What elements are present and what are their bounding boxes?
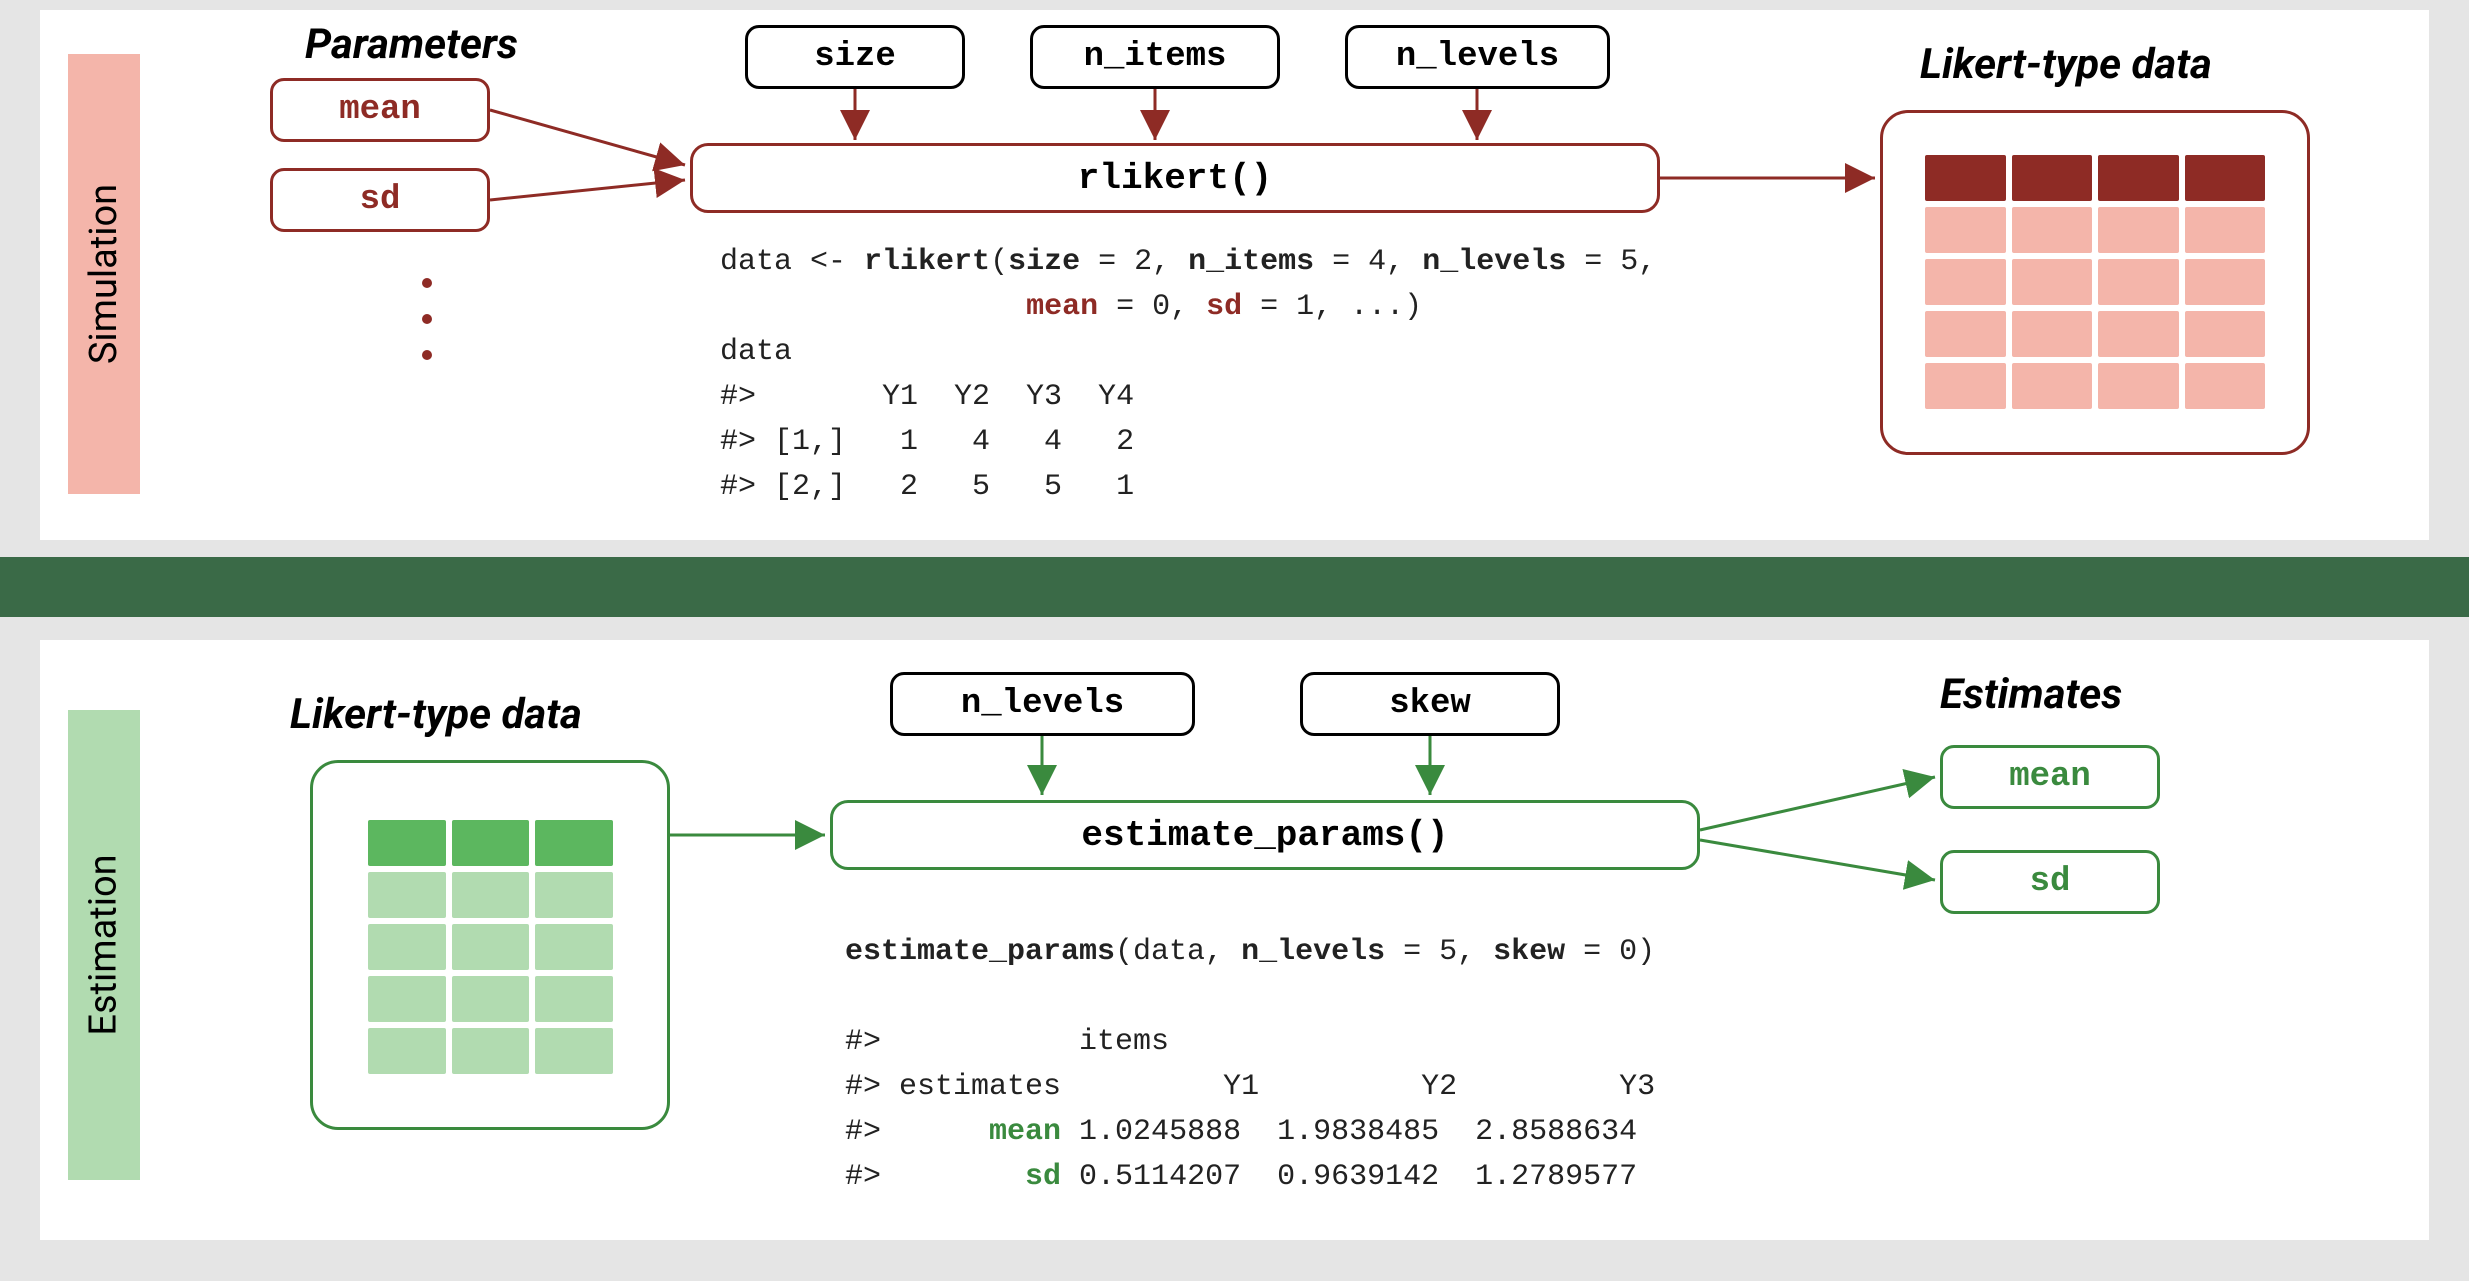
grid-cell <box>1925 311 2006 357</box>
grid-header-cell <box>452 820 530 866</box>
simulation-code: data <- rlikert(size = 2, n_items = 4, n… <box>720 240 1656 510</box>
grid-cell <box>2185 207 2266 253</box>
ellipsis-dot <box>422 278 432 288</box>
grid-cell <box>2012 363 2093 409</box>
grid-cell <box>535 924 613 970</box>
simulation-tab-label: Simulation <box>82 184 126 364</box>
parameters-heading: Parameters <box>305 20 518 69</box>
estimate-sd-label: sd <box>2030 863 2071 901</box>
grid-cell <box>368 1028 446 1074</box>
section-divider <box>0 557 2469 617</box>
grid-cell <box>2185 311 2266 357</box>
grid-cell <box>1925 207 2006 253</box>
grid-header-cell <box>2012 155 2093 201</box>
grid-cell <box>2098 363 2179 409</box>
input-nitems-pill: n_items <box>1030 25 1280 89</box>
grid-cell <box>1925 259 2006 305</box>
estimate-func-label: estimate_params() <box>1081 815 1448 856</box>
input-size-pill: size <box>745 25 965 89</box>
grid-cell <box>535 976 613 1022</box>
input-skew-label: skew <box>1389 685 1471 723</box>
grid-cell <box>2012 207 2093 253</box>
rlikert-func-box: rlikert() <box>690 143 1660 213</box>
ellipsis-dot <box>422 314 432 324</box>
input-nitems-label: n_items <box>1084 38 1227 76</box>
diagram-canvas: Simulation Estimation Parameters mean sd… <box>0 0 2469 1281</box>
param-sd-pill: sd <box>270 168 490 232</box>
grid-cell <box>2098 259 2179 305</box>
grid-cell <box>452 924 530 970</box>
likert-input-heading: Likert-type data <box>290 690 582 739</box>
estimate-sd-pill: sd <box>1940 850 2160 914</box>
input-size-label: size <box>814 38 896 76</box>
rlikert-func-label: rlikert() <box>1078 158 1272 199</box>
grid-header-cell <box>2185 155 2266 201</box>
grid-cell <box>2012 311 2093 357</box>
grid-header-cell <box>2098 155 2179 201</box>
grid-cell <box>1925 363 2006 409</box>
grid-cell <box>452 1028 530 1074</box>
grid-cell <box>2012 259 2093 305</box>
grid-cell <box>452 976 530 1022</box>
grid-cell <box>368 976 446 1022</box>
likert-output-grid <box>1925 155 2265 409</box>
likert-output-heading: Likert-type data <box>1920 40 2212 89</box>
ellipsis-dot <box>422 350 432 360</box>
estimate-mean-label: mean <box>2009 758 2091 796</box>
simulation-tab: Simulation <box>68 54 140 494</box>
grid-header-cell <box>368 820 446 866</box>
param-mean-label: mean <box>339 91 421 129</box>
input-skew-pill: skew <box>1300 672 1560 736</box>
estimation-tab-label: Estimation <box>82 854 126 1035</box>
estimation-code: estimate_params(data, n_levels = 5, skew… <box>845 930 1655 1200</box>
estimation-tab: Estimation <box>68 710 140 1180</box>
param-mean-pill: mean <box>270 78 490 142</box>
grid-cell <box>368 924 446 970</box>
grid-cell <box>2185 363 2266 409</box>
input-nlevels2-label: n_levels <box>961 685 1124 723</box>
grid-header-cell <box>535 820 613 866</box>
grid-cell <box>368 872 446 918</box>
grid-cell <box>452 872 530 918</box>
grid-cell <box>2098 207 2179 253</box>
grid-cell <box>2185 259 2266 305</box>
grid-cell <box>535 872 613 918</box>
input-nlevels-label: n_levels <box>1396 38 1559 76</box>
estimate-mean-pill: mean <box>1940 745 2160 809</box>
param-sd-label: sd <box>360 181 401 219</box>
input-nlevels2-pill: n_levels <box>890 672 1195 736</box>
estimate-func-box: estimate_params() <box>830 800 1700 870</box>
estimates-heading: Estimates <box>1940 670 2122 719</box>
input-nlevels-pill: n_levels <box>1345 25 1610 89</box>
grid-cell <box>535 1028 613 1074</box>
grid-header-cell <box>1925 155 2006 201</box>
likert-input-grid <box>368 820 613 1074</box>
grid-cell <box>2098 311 2179 357</box>
